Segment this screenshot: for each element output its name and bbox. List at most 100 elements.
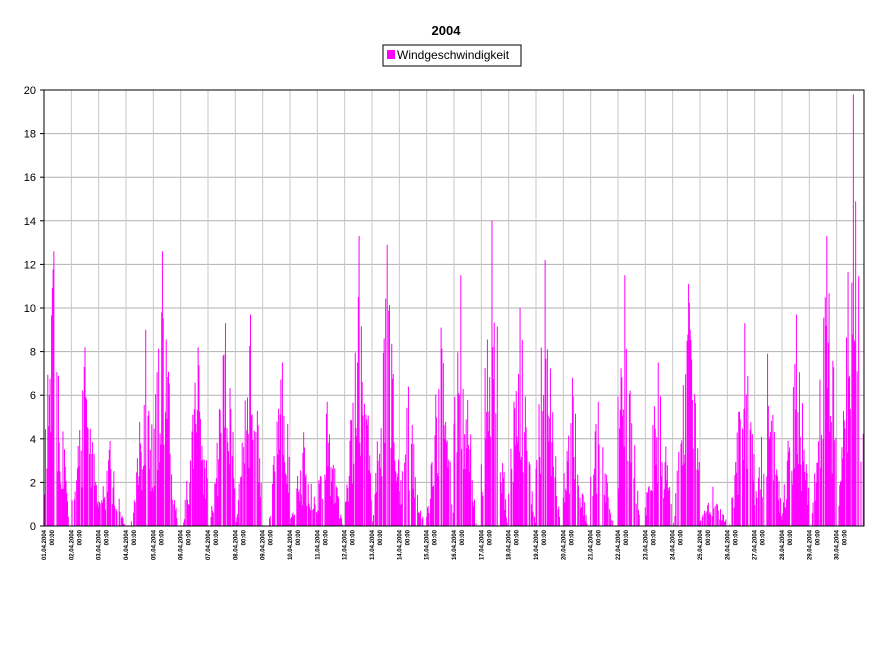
svg-text:00:00: 00:00 bbox=[679, 529, 685, 545]
chart-title: 2004 bbox=[432, 23, 462, 38]
svg-text:27.04.2004: 27.04.2004 bbox=[753, 529, 759, 560]
y-tick-label: 10 bbox=[24, 303, 36, 315]
svg-text:30.04.2004: 30.04.2004 bbox=[835, 529, 841, 560]
svg-text:00:00: 00:00 bbox=[651, 529, 657, 545]
svg-text:03.04.2004: 03.04.2004 bbox=[97, 529, 103, 560]
legend-label: Windgeschwindigkeit bbox=[397, 48, 510, 62]
y-tick-label: 18 bbox=[24, 129, 36, 141]
x-tick-label: 14.04.2004 00:00 bbox=[397, 529, 411, 560]
svg-text:29.04.2004: 29.04.2004 bbox=[807, 529, 813, 560]
svg-text:16.04.2004: 16.04.2004 bbox=[452, 529, 458, 560]
x-tick-label: 01.04.2004 00:00 bbox=[42, 529, 56, 560]
x-tick-label: 02.04.2004 00:00 bbox=[69, 529, 83, 560]
svg-text:15.04.2004: 15.04.2004 bbox=[425, 529, 431, 560]
svg-text:00:00: 00:00 bbox=[269, 529, 275, 545]
svg-text:05.04.2004: 05.04.2004 bbox=[151, 529, 157, 560]
x-tick-label: 30.04.2004 00:00 bbox=[835, 529, 849, 560]
x-tick-label: 27.04.2004 00:00 bbox=[753, 529, 767, 560]
y-axis-ticks: 0 2 4 6 8 10 12 14 16 18 20 bbox=[24, 85, 44, 533]
svg-text:28.04.2004: 28.04.2004 bbox=[780, 529, 786, 560]
x-tick-label: 12.04.2004 00:00 bbox=[343, 529, 357, 560]
svg-text:00:00: 00:00 bbox=[487, 529, 493, 545]
y-tick-label: 20 bbox=[24, 85, 36, 97]
x-tick-label: 04.04.2004 00:00 bbox=[124, 529, 138, 560]
x-tick-label: 26.04.2004 00:00 bbox=[725, 529, 739, 560]
svg-text:00:00: 00:00 bbox=[706, 529, 712, 545]
svg-text:00:00: 00:00 bbox=[815, 529, 821, 545]
legend-box bbox=[382, 44, 522, 67]
svg-text:00:00: 00:00 bbox=[214, 529, 220, 545]
x-tick-label: 24.04.2004 00:00 bbox=[671, 529, 685, 560]
svg-text:00:00: 00:00 bbox=[624, 529, 630, 545]
svg-text:22.04.2004: 22.04.2004 bbox=[616, 529, 622, 560]
svg-text:19.04.2004: 19.04.2004 bbox=[534, 529, 540, 560]
x-tick-label: 19.04.2004 00:00 bbox=[534, 529, 548, 560]
y-tick-label: 12 bbox=[24, 259, 36, 271]
svg-text:24.04.2004: 24.04.2004 bbox=[671, 529, 677, 560]
x-tick-label: 06.04.2004 00:00 bbox=[179, 529, 193, 560]
y-tick-label: 4 bbox=[30, 434, 36, 446]
svg-text:07.04.2004: 07.04.2004 bbox=[206, 529, 212, 560]
svg-text:00:00: 00:00 bbox=[77, 529, 83, 545]
y-tick-label: 0 bbox=[30, 521, 36, 533]
svg-text:00:00: 00:00 bbox=[733, 529, 739, 545]
x-tick-label: 16.04.2004 00:00 bbox=[452, 529, 466, 560]
svg-text:00:00: 00:00 bbox=[597, 529, 603, 545]
data-series-bars bbox=[44, 94, 864, 526]
x-tick-label: 29.04.2004 00:00 bbox=[807, 529, 821, 560]
x-tick-label: 23.04.2004 00:00 bbox=[643, 529, 657, 560]
svg-text:26.04.2004: 26.04.2004 bbox=[725, 529, 731, 560]
x-tick-label: 08.04.2004 00:00 bbox=[233, 529, 247, 560]
y-tick-label: 8 bbox=[30, 347, 36, 359]
svg-text:00:00: 00:00 bbox=[433, 529, 439, 545]
svg-text:14.04.2004: 14.04.2004 bbox=[397, 529, 403, 560]
svg-text:00:00: 00:00 bbox=[460, 529, 466, 545]
svg-text:00:00: 00:00 bbox=[50, 529, 56, 545]
y-tick-label: 2 bbox=[30, 477, 36, 489]
legend-swatch bbox=[387, 50, 395, 59]
svg-text:08.04.2004: 08.04.2004 bbox=[233, 529, 239, 560]
svg-text:02.04.2004: 02.04.2004 bbox=[69, 529, 75, 560]
x-tick-label: 07.04.2004 00:00 bbox=[206, 529, 220, 560]
svg-text:00:00: 00:00 bbox=[569, 529, 575, 545]
x-tick-label: 17.04.2004 00:00 bbox=[479, 529, 493, 560]
x-tick-label: 03.04.2004 00:00 bbox=[97, 529, 111, 560]
svg-text:00:00: 00:00 bbox=[296, 529, 302, 545]
svg-text:20.04.2004: 20.04.2004 bbox=[561, 529, 567, 560]
svg-text:00:00: 00:00 bbox=[241, 529, 247, 545]
svg-text:00:00: 00:00 bbox=[132, 529, 138, 545]
x-tick-label: 10.04.2004 00:00 bbox=[288, 529, 302, 560]
svg-text:01.04.2004: 01.04.2004 bbox=[42, 529, 48, 560]
svg-text:00:00: 00:00 bbox=[843, 529, 849, 545]
svg-text:13.04.2004: 13.04.2004 bbox=[370, 529, 376, 560]
x-tick-label: 28.04.2004 00:00 bbox=[780, 529, 794, 560]
x-tick-label: 20.04.2004 00:00 bbox=[561, 529, 575, 560]
svg-text:00:00: 00:00 bbox=[761, 529, 767, 545]
svg-text:18.04.2004: 18.04.2004 bbox=[507, 529, 513, 560]
x-tick-label: 22.04.2004 00:00 bbox=[616, 529, 630, 560]
y-tick-label: 14 bbox=[24, 216, 36, 228]
svg-text:10.04.2004: 10.04.2004 bbox=[288, 529, 294, 560]
svg-text:00:00: 00:00 bbox=[323, 529, 329, 545]
svg-text:23.04.2004: 23.04.2004 bbox=[643, 529, 649, 560]
x-tick-label: 05.04.2004 00:00 bbox=[151, 529, 165, 560]
x-tick-label: 11.04.2004 00:00 bbox=[315, 529, 329, 559]
x-axis-ticks: 01.04.2004 00:00 02.04.2004 00:00 03.04.2004… bbox=[42, 529, 849, 560]
x-tick-label: 15.04.2004 00:00 bbox=[425, 529, 439, 560]
svg-text:09.04.2004: 09.04.2004 bbox=[261, 529, 267, 560]
x-tick-label: 25.04.2004 00:00 bbox=[698, 529, 712, 560]
svg-text:12.04.2004: 12.04.2004 bbox=[343, 529, 349, 560]
x-tick-label: 21.04.2004 00:00 bbox=[589, 529, 603, 560]
y-tick-label: 6 bbox=[30, 390, 36, 402]
svg-text:00:00: 00:00 bbox=[542, 529, 548, 545]
svg-text:00:00: 00:00 bbox=[187, 529, 193, 545]
x-tick-label: 09.04.2004 00:00 bbox=[261, 529, 275, 560]
plot-frame bbox=[43, 89, 865, 527]
x-tick-label: 18.04.2004 00:00 bbox=[507, 529, 521, 560]
svg-text:00:00: 00:00 bbox=[159, 529, 165, 545]
svg-text:00:00: 00:00 bbox=[515, 529, 521, 545]
svg-text:04.04.2004: 04.04.2004 bbox=[124, 529, 130, 560]
svg-text:21.04.2004: 21.04.2004 bbox=[589, 529, 595, 560]
svg-text:25.04.2004: 25.04.2004 bbox=[698, 529, 704, 560]
